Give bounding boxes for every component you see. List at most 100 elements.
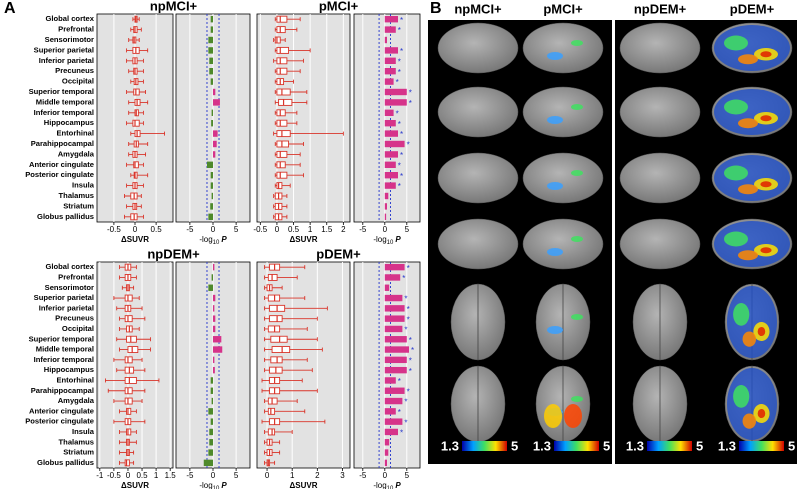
box [126, 428, 132, 436]
x-label-sub: 10 [213, 240, 220, 246]
bar [213, 99, 220, 106]
box [274, 36, 281, 44]
significance-star: * [400, 429, 403, 438]
bar [209, 439, 213, 446]
bar [384, 120, 396, 127]
colorbar-max: 5 [788, 438, 795, 453]
x-tick-label: -0.5 [253, 225, 267, 234]
bar [384, 336, 407, 343]
bar [210, 16, 213, 23]
bar [213, 263, 215, 271]
bar [384, 78, 394, 85]
bar [213, 140, 217, 148]
x-axis-label: ΔSUVR [290, 235, 318, 244]
significance-star: * [407, 387, 410, 396]
activation-blob [738, 54, 758, 65]
brain [437, 218, 519, 270]
bar [384, 346, 409, 353]
panel-label: A [4, 0, 16, 17]
x-label-prefix: -log [373, 481, 386, 489]
category-label: Hippocampus [44, 118, 94, 127]
significance-star: * [398, 182, 401, 191]
bar [213, 356, 215, 364]
brain [619, 22, 701, 74]
bar [211, 397, 213, 405]
bar [213, 325, 216, 333]
x-tick-label: 5 [234, 471, 239, 480]
brain-divider [612, 20, 615, 464]
category-label: Hippocampus [44, 365, 94, 374]
bar [384, 68, 396, 75]
x-tick-label: -5 [186, 225, 194, 234]
category-label: Occipital [62, 77, 94, 86]
significance-star: * [400, 16, 403, 25]
panel-label: B [430, 0, 442, 17]
bar [213, 305, 215, 312]
bar [384, 161, 396, 168]
bar [206, 161, 213, 168]
bar [211, 120, 213, 127]
x-tick-label: 0 [275, 225, 280, 234]
activation-blob [547, 116, 563, 124]
x-tick-label: 1.5 [165, 471, 177, 480]
category-label: Thalamus [59, 191, 94, 200]
category-label: Anterior cingulate [29, 406, 94, 415]
box [276, 171, 288, 179]
x-axis-label: -log10 P [199, 235, 227, 245]
bar [384, 428, 398, 436]
x-tick-label: 5 [405, 225, 410, 234]
bar [384, 366, 407, 374]
plot-bg [256, 261, 351, 469]
x-axis-label: ΔSUVR [121, 235, 149, 244]
chart-title: npMCI+ [150, 0, 198, 13]
box [276, 109, 286, 117]
bar [384, 140, 405, 148]
significance-star: * [398, 161, 401, 170]
activation-blob [571, 40, 583, 46]
x-tick-label: -5 [359, 225, 367, 234]
x-tick-label: 0 [211, 225, 216, 234]
bar [384, 99, 407, 106]
bar [384, 130, 398, 137]
significance-star: * [400, 47, 403, 56]
brain [437, 22, 519, 74]
activation-fill [727, 368, 777, 440]
bar [210, 418, 213, 425]
significance-star: * [409, 367, 412, 376]
bar [209, 428, 213, 436]
category-label: Entorhinal [56, 375, 94, 384]
box [124, 387, 133, 395]
bar [384, 294, 403, 302]
significance-star: * [398, 57, 401, 66]
x-tick-label: 0 [383, 471, 388, 480]
activation-blob [571, 314, 583, 320]
plot-bg [353, 13, 421, 223]
bar [208, 47, 213, 54]
x-tick-label: 0 [383, 225, 388, 234]
category-label: Occipital [62, 324, 94, 333]
category-label: Superior parietal [34, 293, 94, 302]
activation-blob [757, 326, 766, 337]
activation-blob [738, 118, 758, 129]
bar [210, 26, 213, 33]
bar [384, 356, 407, 364]
box [267, 325, 281, 333]
category-label: Anterior cingulate [29, 160, 94, 169]
box [267, 294, 281, 302]
bar [210, 172, 213, 179]
x-tick-label: 5 [405, 471, 410, 480]
x-tick-label: 0 [265, 471, 270, 480]
bar [384, 109, 394, 116]
x-label-suffix: P [221, 481, 227, 489]
activation-blob [724, 165, 748, 181]
bar [384, 36, 387, 44]
box [270, 335, 288, 343]
activation-blob [757, 408, 766, 419]
colorbar-max: 5 [696, 438, 703, 453]
x-tick-label: 3 [340, 471, 345, 480]
activation-blob [564, 404, 582, 428]
box [126, 335, 137, 343]
activation-blob [742, 331, 757, 347]
bar [384, 47, 398, 54]
